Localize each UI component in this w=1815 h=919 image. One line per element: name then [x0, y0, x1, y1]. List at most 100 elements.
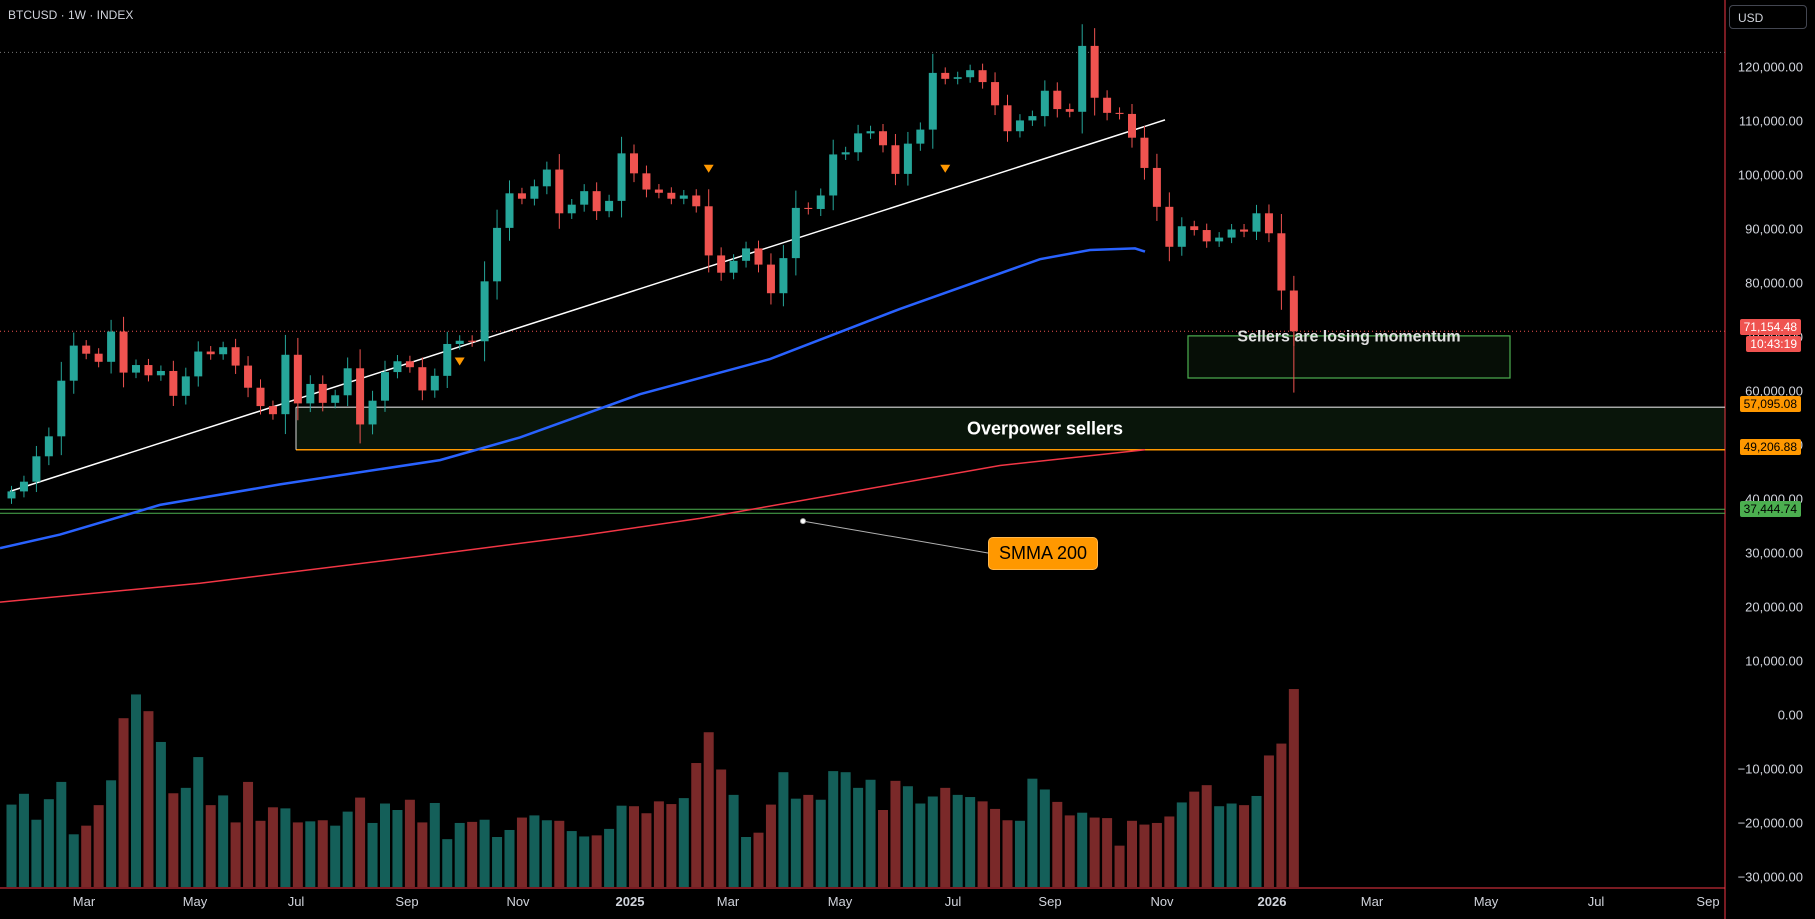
candle — [1053, 90, 1062, 110]
volume-bar — [267, 807, 278, 887]
candle — [1065, 109, 1074, 112]
candle — [928, 72, 937, 130]
volume-bar — [355, 797, 366, 887]
overpower-zone — [296, 407, 1725, 450]
candle — [468, 340, 477, 342]
candle — [1264, 213, 1273, 234]
volume-bar — [765, 804, 776, 887]
candle — [1240, 229, 1249, 232]
volume-bar — [31, 819, 42, 887]
candle — [841, 152, 850, 155]
candle — [493, 227, 502, 282]
candle — [1103, 97, 1112, 113]
candle — [144, 365, 153, 376]
volume-bar — [1251, 795, 1262, 887]
volume-bar — [716, 769, 727, 887]
volume-bar — [890, 780, 901, 887]
x-tick-label: Mar — [1361, 894, 1384, 909]
volume-bar — [741, 837, 752, 887]
candle — [754, 248, 763, 265]
volume-bar — [1176, 802, 1187, 887]
candle — [281, 354, 290, 415]
x-tick-label: 2026 — [1258, 894, 1287, 909]
volume-bar — [541, 820, 552, 887]
candle — [181, 376, 190, 396]
volume-bar — [342, 811, 353, 887]
volume-bar — [1164, 816, 1175, 887]
y-tick-label: 120,000.00 — [1738, 60, 1803, 75]
volume-bar — [616, 805, 627, 887]
candle — [941, 72, 950, 79]
currency-button[interactable]: USD — [1729, 5, 1807, 29]
volume-bar — [1114, 845, 1125, 887]
volume-bar — [255, 820, 266, 887]
candle — [1289, 290, 1298, 332]
candle — [244, 365, 253, 388]
volume-bar — [965, 797, 976, 887]
countdown-tag: 10:43:19 — [1746, 336, 1801, 352]
volume-bar — [1127, 820, 1137, 887]
candle — [1140, 137, 1149, 168]
momentum-label: Sellers are losing momentum — [1237, 328, 1460, 345]
candle — [1115, 112, 1124, 114]
candle — [966, 70, 975, 78]
volume-bar — [629, 806, 639, 887]
volume-bar — [280, 808, 291, 887]
volume-bar — [305, 821, 316, 887]
smma-200-line — [0, 449, 1146, 603]
y-tick-label: 90,000.00 — [1745, 222, 1803, 237]
candle — [393, 361, 402, 373]
y-tick-label: 20,000.00 — [1745, 600, 1803, 615]
candle — [1190, 226, 1199, 231]
y-tick-label: 60,000.00 — [1745, 384, 1803, 399]
volume-bar — [429, 802, 440, 887]
candle — [766, 264, 775, 294]
volume-bar — [6, 804, 17, 887]
volume-bar — [1239, 805, 1250, 887]
volume-bar — [1052, 801, 1063, 887]
volume-bar — [915, 803, 926, 887]
volume-bar — [330, 825, 341, 887]
candle — [119, 331, 128, 373]
signal-triangle — [940, 164, 951, 173]
candle — [57, 380, 66, 437]
candle — [542, 169, 551, 187]
volume-bar — [180, 787, 191, 887]
candle — [804, 207, 813, 209]
candle — [1128, 113, 1136, 138]
candle — [1177, 226, 1186, 247]
candle — [32, 456, 41, 482]
candle — [654, 189, 663, 193]
candle — [891, 145, 900, 174]
zone-label: Overpower sellers — [967, 418, 1123, 438]
x-tick-label: Sep — [1696, 894, 1719, 909]
candle — [7, 491, 16, 499]
volume-bar — [93, 805, 104, 887]
candle — [19, 481, 28, 492]
volume-bar — [479, 819, 490, 887]
volume-bar — [131, 694, 141, 887]
volume-bar — [1064, 815, 1075, 887]
volume-bar — [1276, 743, 1287, 887]
volume-bar — [380, 803, 390, 887]
volume-bar — [1151, 822, 1162, 887]
volume-bar — [218, 795, 229, 887]
volume-bar — [653, 801, 664, 887]
candle — [156, 370, 165, 376]
volume-bar — [392, 810, 403, 887]
zone-top-tag: 57,095.08 — [1739, 396, 1801, 412]
volume-bar — [43, 799, 54, 887]
candle — [1252, 213, 1261, 232]
volume-bar — [492, 837, 503, 887]
candle — [1165, 206, 1174, 247]
volume-bar — [790, 798, 801, 887]
candle — [356, 368, 365, 425]
candle — [293, 354, 302, 404]
volume-bar — [81, 825, 92, 887]
volume-bar — [193, 757, 204, 887]
candle — [991, 82, 1000, 106]
y-tick-label: 110,000.00 — [1739, 114, 1803, 129]
callout-connector — [802, 520, 989, 554]
volume-bar — [803, 794, 814, 887]
